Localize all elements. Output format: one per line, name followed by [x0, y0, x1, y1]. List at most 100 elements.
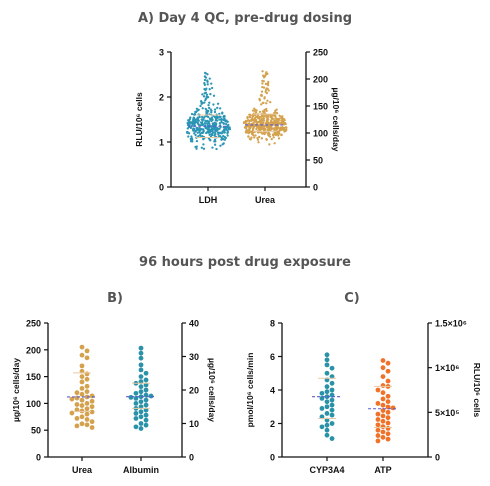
- data-point: [319, 424, 325, 430]
- data-point: [138, 394, 144, 400]
- data-point: [264, 72, 268, 75]
- left-tick-label: 50: [31, 426, 41, 436]
- data-point: [79, 414, 85, 420]
- left-tick-label: 0: [36, 453, 41, 463]
- right-tick-label: 40: [189, 319, 199, 329]
- data-point: [84, 422, 90, 428]
- data-point: [259, 125, 262, 129]
- data-point: [270, 138, 273, 141]
- data-point: [274, 109, 277, 113]
- left-axis-label: RLU/10⁶ cells: [134, 92, 144, 147]
- data-point: [252, 134, 255, 137]
- data-point: [200, 102, 203, 106]
- data-point: [255, 124, 259, 128]
- data-point: [265, 138, 268, 141]
- data-point: [228, 126, 231, 129]
- data-point: [189, 140, 193, 143]
- data-point: [196, 128, 199, 132]
- x-tick-label-albumin: Albumin: [123, 465, 159, 475]
- data-point: [84, 406, 90, 412]
- data-point: [213, 121, 216, 124]
- data-point: [251, 128, 255, 132]
- data-point: [189, 126, 193, 130]
- data-point: [200, 100, 203, 103]
- data-point: [261, 74, 265, 77]
- right-tick-label: 1×10⁶: [435, 363, 459, 373]
- data-point: [385, 404, 391, 410]
- data-point: [254, 134, 257, 137]
- data-point: [190, 112, 194, 116]
- data-point: [204, 76, 208, 79]
- data-point: [194, 110, 197, 114]
- data-point: [205, 131, 208, 135]
- data-point: [275, 117, 278, 120]
- data-point: [74, 402, 80, 407]
- data-point: [223, 138, 227, 141]
- data-point: [385, 420, 391, 426]
- data-point: [205, 126, 208, 129]
- data-point: [278, 114, 281, 117]
- data-point: [225, 125, 229, 129]
- data-point: [263, 108, 266, 112]
- data-point: [220, 132, 224, 135]
- data-point: [226, 134, 229, 137]
- data-point: [210, 116, 214, 119]
- data-point: [138, 362, 144, 368]
- data-point: [272, 121, 275, 124]
- data-point: [89, 404, 95, 410]
- data-point: [143, 370, 149, 376]
- data-point: [259, 94, 263, 97]
- data-point: [278, 117, 281, 120]
- data-point: [84, 401, 90, 406]
- data-point: [198, 129, 202, 132]
- data-point: [196, 121, 199, 124]
- right-tick-label: 1.5×10⁶: [435, 319, 467, 329]
- data-point: [138, 345, 144, 351]
- series-ldh: [185, 71, 232, 151]
- data-point: [329, 436, 335, 441]
- data-point: [195, 147, 198, 150]
- data-point: [193, 123, 196, 126]
- data-point: [329, 407, 335, 413]
- data-point: [216, 106, 219, 110]
- data-point: [143, 422, 149, 428]
- data-point: [385, 426, 391, 431]
- data-point: [265, 87, 268, 90]
- right-tick-label: 0: [189, 453, 194, 463]
- data-point: [212, 94, 216, 97]
- data-point: [84, 371, 90, 377]
- data-point: [324, 427, 330, 433]
- data-point: [207, 131, 210, 134]
- left-tick-label: 3: [159, 48, 164, 58]
- data-point: [266, 117, 269, 120]
- data-point: [279, 126, 283, 129]
- left-tick-label: 0: [270, 453, 275, 463]
- data-point: [276, 132, 280, 136]
- data-point: [133, 401, 139, 406]
- data-point: [257, 141, 260, 144]
- data-point: [128, 394, 134, 400]
- data-point: [222, 142, 225, 145]
- data-point: [252, 125, 256, 129]
- data-point: [143, 387, 149, 393]
- data-point: [199, 104, 202, 108]
- data-point: [212, 103, 215, 106]
- data-point: [217, 131, 220, 134]
- data-point: [74, 423, 80, 429]
- data-point: [260, 117, 264, 121]
- data-point: [254, 116, 257, 119]
- data-point: [79, 352, 85, 358]
- data-point: [193, 113, 196, 116]
- data-point: [245, 120, 248, 123]
- data-point: [206, 119, 209, 123]
- data-point: [202, 143, 205, 146]
- data-point: [268, 135, 272, 138]
- data-point: [214, 131, 217, 135]
- data-point: [201, 119, 204, 122]
- data-point: [206, 79, 209, 82]
- data-point: [248, 125, 251, 128]
- data-point: [207, 106, 211, 110]
- series-urea: [67, 344, 97, 430]
